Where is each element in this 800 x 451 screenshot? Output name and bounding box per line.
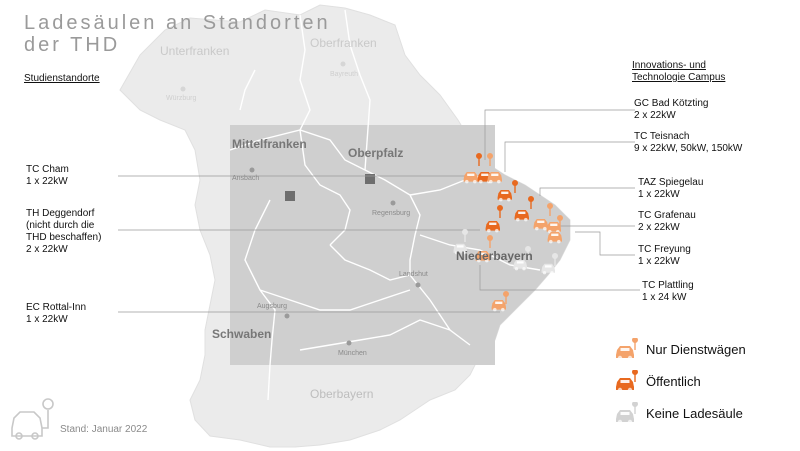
label-gc-bad-koetzting-power: 2 x 22kW	[634, 110, 676, 121]
label-ec-rottal-inn-name: EC Rottal-Inn	[26, 302, 87, 313]
car-gray-icon	[616, 402, 639, 424]
car-dark-orange-icon	[616, 370, 639, 392]
label-tc-grafenau-power: 2 x 22kW	[638, 222, 680, 233]
stand-date: Stand: Januar 2022	[60, 424, 148, 435]
label-tc-cham-power: 1 x 22kW	[26, 176, 68, 187]
legend-keine-ladesaeule: Keine Ladesäule	[614, 402, 743, 424]
city-wurzburg: Würzburg	[166, 95, 197, 102]
region-oberfranken: Oberfranken	[310, 36, 377, 50]
label-tc-teisnach-name: TC Teisnach	[634, 131, 690, 142]
label-tc-grafenau: TC Grafenau 2 x 22kW	[638, 210, 696, 234]
label-tc-plattling-name: TC Plattling	[642, 280, 694, 291]
label-tc-freyung: TC Freyung 1 x 22kW	[638, 244, 691, 268]
ev-charging-logo-icon	[11, 398, 54, 440]
region-unterfranken: Unterfranken	[160, 44, 230, 58]
label-th-deggendorf-name: TH Deggendorf	[26, 208, 95, 219]
connector-lines	[118, 109, 640, 313]
header-campus-line1: Innovations- und	[632, 60, 706, 71]
label-th-deggendorf: TH Deggendorf (nicht durch die THD besch…	[26, 208, 101, 256]
label-tc-cham-name: TC Cham	[26, 164, 69, 175]
label-taz-spiegelau: TAZ Spiegelau 1 x 22kW	[638, 177, 703, 201]
label-tc-plattling-power: 1 x 24 kW	[642, 292, 687, 303]
label-ec-rottal-inn-power: 1 x 22kW	[26, 314, 68, 325]
label-ec-rottal-inn: EC Rottal-Inn 1 x 22kW	[26, 302, 86, 326]
city-bayreuth: Bayreuth	[330, 71, 359, 78]
region-mittelfranken: Mittelfranken	[232, 137, 307, 151]
region-oberpfalz: Oberpfalz	[348, 146, 404, 160]
label-taz-spiegelau-name: TAZ Spiegelau	[638, 177, 704, 188]
city-munchen: München	[338, 350, 367, 357]
header-campus: Innovations- und Technologie Campus	[632, 60, 725, 84]
legend-label-keine: Keine Ladesäule	[646, 405, 743, 421]
header-campus-line2: Technologie Campus	[632, 72, 726, 83]
title-line-2: der THD	[24, 34, 121, 56]
label-tc-cham: TC Cham 1 x 22kW	[26, 164, 69, 188]
label-tc-freyung-name: TC Freyung	[638, 244, 691, 255]
car-light-orange-icon	[616, 338, 639, 360]
label-tc-freyung-power: 1 x 22kW	[638, 256, 680, 267]
title-line-1: Ladesäulen an Standorten	[24, 12, 331, 34]
page-title: Ladesäulen an Standorten der THD	[24, 12, 331, 56]
city-markers	[180, 61, 421, 346]
label-tc-plattling: TC Plattling 1 x 24 kW	[642, 280, 694, 304]
region-oberbayern: Oberbayern	[310, 387, 374, 401]
label-th-deggendorf-power: 2 x 22kW	[26, 244, 68, 255]
city-ansbach: Ansbach	[232, 175, 260, 182]
label-tc-teisnach: TC Teisnach 9 x 22kW, 50kW, 150kW	[634, 131, 742, 155]
square-marker-mittelfranken	[285, 191, 295, 201]
square-marker-oberpfalz	[365, 174, 375, 184]
legend-label-dienst: Nur Dienstwägen	[646, 341, 746, 357]
region-schwaben: Schwaben	[212, 327, 272, 341]
label-gc-bad-koetzting-name: GC Bad Kötzting	[634, 98, 709, 109]
legend-oeffentlich: Öffentlich	[614, 370, 701, 392]
region-borders	[229, 9, 541, 401]
legend-nur-dienstwaegen: Nur Dienstwägen	[614, 338, 746, 360]
header-studienstandorte: Studienstandorte	[24, 73, 100, 84]
city-regensburg: Regensburg	[372, 210, 411, 217]
label-gc-bad-koetzting: GC Bad Kötzting 2 x 22kW	[634, 98, 708, 122]
legend-label-offentlich: Öffentlich	[646, 373, 701, 389]
city-augsburg: Augsburg	[257, 303, 287, 310]
label-th-deggendorf-note1: (nicht durch die	[26, 220, 95, 231]
city-landshut: Landshut	[399, 271, 428, 278]
label-tc-grafenau-name: TC Grafenau	[638, 210, 696, 221]
label-taz-spiegelau-power: 1 x 22kW	[638, 189, 680, 200]
region-niederbayern: Niederbayern	[456, 249, 533, 263]
label-tc-teisnach-power: 9 x 22kW, 50kW, 150kW	[634, 143, 743, 154]
label-th-deggendorf-note2: THD beschaffen)	[26, 232, 102, 243]
